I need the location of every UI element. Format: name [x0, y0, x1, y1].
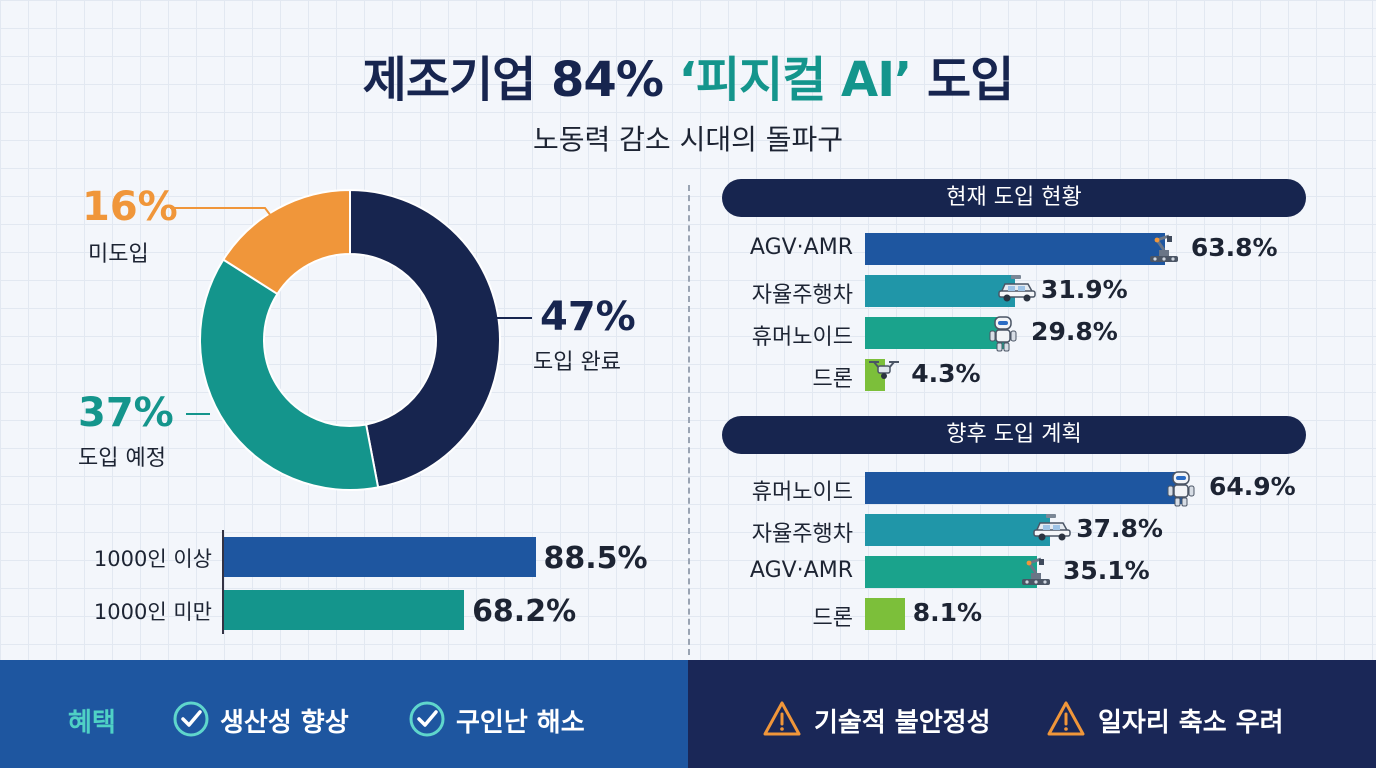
adoption-donut-chart — [199, 188, 501, 491]
bar-category-label: 휴머노이드 — [751, 325, 853, 350]
page-subtitle: 노동력 감소 시대의 돌파구 — [532, 123, 844, 156]
bar-value-label: 29.8% — [1031, 317, 1118, 346]
bar-value-label: 64.9% — [1209, 472, 1296, 501]
drone-icon — [867, 357, 901, 387]
title-main: 제조기업 84% — [362, 52, 679, 108]
concern-job-reduction: 일자리 축소 우려 — [1098, 708, 1284, 738]
bar — [865, 556, 1037, 588]
concern-tech-instability: 기술적 불안정성 — [814, 708, 991, 738]
car-icon — [1032, 512, 1072, 546]
warning-icon — [763, 701, 801, 736]
slice-value-adopted: 47% — [540, 294, 636, 340]
bar-category-label: 자율주행차 — [751, 522, 853, 547]
slice-label-not-adopted: 미도입 — [88, 242, 149, 267]
bar-value-label: 35.1% — [1062, 556, 1150, 585]
warning-icon — [1047, 701, 1085, 736]
bar — [865, 598, 905, 630]
bar-value-label: 31.9% — [1040, 275, 1128, 304]
check-circle-icon — [409, 701, 445, 737]
bar — [224, 537, 536, 577]
humanoid-robot-icon — [987, 315, 1019, 357]
concerns-panel — [688, 660, 1376, 768]
bar — [865, 275, 1015, 307]
bar — [865, 233, 1165, 265]
bar-value-label: 63.8% — [1190, 233, 1278, 262]
benefits-label: 혜택 — [68, 708, 116, 738]
benefits-panel — [0, 660, 688, 768]
slice-value-not-adopted: 16% — [82, 184, 178, 230]
bar-category-label: AGV·AMR — [749, 235, 853, 260]
bar-value-label: 68.2% — [472, 594, 577, 629]
check-circle-icon — [173, 701, 209, 737]
bar-category-label: 자율주행차 — [751, 283, 853, 308]
donut-slice-0 — [349, 188, 501, 489]
benefit-productivity: 생산성 향상 — [220, 708, 349, 738]
size-bar-axis — [222, 530, 224, 634]
bar-category-label: 휴머노이드 — [751, 480, 853, 505]
donut-slice-2 — [221, 188, 351, 296]
bar-value-label: 88.5% — [543, 541, 648, 576]
slice-label-adopted: 도입 완료 — [533, 350, 621, 375]
title-accent: ‘피지컬 AI’ — [678, 52, 913, 108]
bar-category-label: AGV·AMR — [749, 558, 853, 583]
leader-line-not-adopted — [170, 207, 281, 229]
bar-category-label: 드론 — [812, 367, 853, 392]
bar-value-label: 8.1% — [912, 598, 983, 627]
slice-label-planned: 도입 예정 — [78, 446, 166, 471]
future-plan-header: 향후 도입 계획 — [722, 416, 1306, 454]
humanoid-robot-icon — [1165, 470, 1197, 512]
page-title: 제조기업 84% ‘피지컬 AI’ 도입 — [0, 40, 1376, 110]
bar-category-label: 드론 — [812, 606, 853, 631]
car-icon — [997, 273, 1037, 307]
section-divider — [688, 185, 690, 655]
donut-slice-1 — [199, 258, 380, 491]
bar — [865, 514, 1051, 546]
robot-arm-icon — [1019, 554, 1053, 592]
bar-category-label: 1000인 이상 — [93, 547, 212, 571]
bar — [865, 317, 1006, 349]
donut-leader-lines — [170, 207, 532, 415]
bar — [224, 590, 465, 630]
slice-value-planned: 37% — [78, 390, 174, 436]
bar-value-label: 4.3% — [911, 359, 981, 388]
benefit-labor-shortage: 구인난 해소 — [456, 708, 585, 738]
bar-value-label: 37.8% — [1076, 514, 1163, 543]
title-tail: 도입 — [911, 52, 1014, 108]
bar — [865, 472, 1183, 504]
current-status-header: 현재 도입 현황 — [722, 179, 1306, 217]
robot-arm-icon — [1147, 231, 1181, 269]
bar-category-label: 1000인 미만 — [93, 600, 212, 624]
